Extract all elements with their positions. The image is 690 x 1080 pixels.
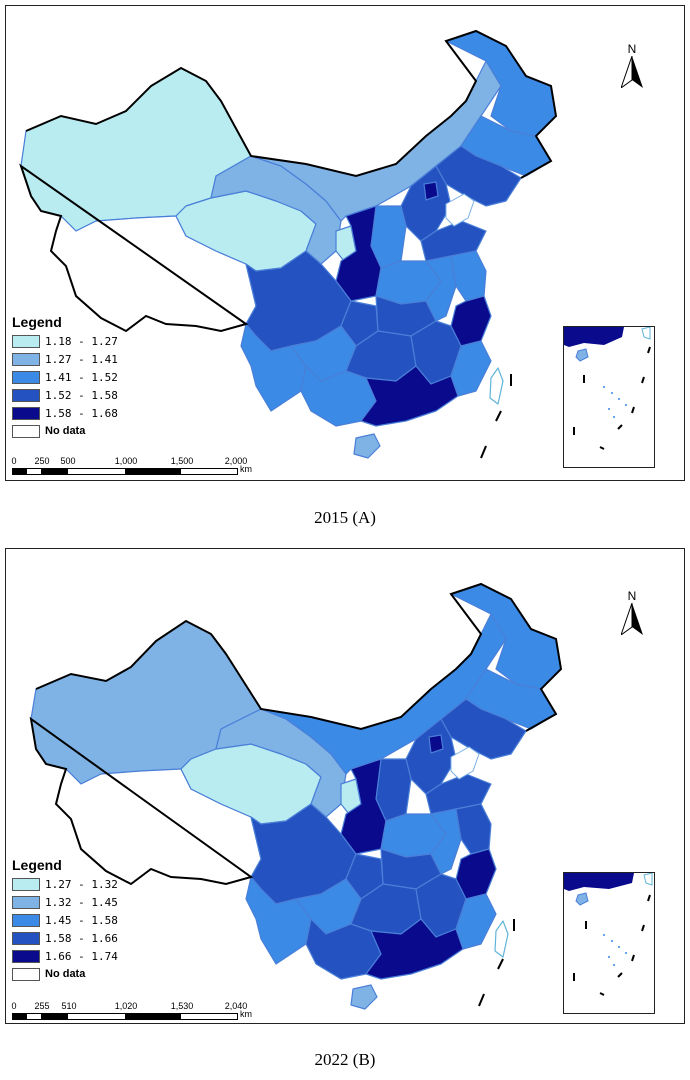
region-hainan xyxy=(353,433,381,459)
legend-label: 1.18 - 1.27 xyxy=(45,334,118,348)
scale-tick: 1,530 xyxy=(170,1001,194,1011)
north-arrow: N xyxy=(618,42,646,93)
region-hainan xyxy=(350,984,378,1010)
legend-swatch xyxy=(12,334,40,348)
legend-swatch xyxy=(12,877,40,891)
region-jiangsu xyxy=(455,803,492,855)
bohai-sea xyxy=(445,193,475,227)
legend-swatch xyxy=(12,895,40,909)
south-china-sea-inset xyxy=(563,326,655,468)
caption-2022: 2022 (B) xyxy=(314,1050,376,1069)
scale-tick: 510 xyxy=(61,1001,77,1011)
sea-boundary-dashes xyxy=(478,919,515,1007)
scale-tick: 2,000 xyxy=(224,456,248,466)
map-panel-2015: N Legend 1.18 xyxy=(5,5,685,481)
legend-label: No data xyxy=(45,968,86,980)
scale-bar-graphic xyxy=(12,1013,238,1020)
legend-item: 1.58 - 1.68 xyxy=(12,404,118,422)
legend-label: 1.27 - 1.41 xyxy=(45,352,118,366)
legend-2015: Legend 1.18 - 1.27 1.27 - 1.41 1.41 - 1.… xyxy=(12,314,118,440)
legend-swatch xyxy=(12,352,40,366)
north-arrow-icon xyxy=(620,55,643,90)
legend-swatch xyxy=(12,967,40,981)
choropleth-map-2022 xyxy=(29,582,563,1010)
legend-label: 1.58 - 1.68 xyxy=(45,406,118,420)
legend-item: 1.45 - 1.58 xyxy=(12,911,118,929)
region-taiwan xyxy=(489,367,504,405)
sea-boundary-dashes xyxy=(480,374,512,459)
legend-swatch xyxy=(12,388,40,402)
region-beijing xyxy=(428,734,444,754)
scale-bar-graphic xyxy=(12,468,238,475)
legend-swatch xyxy=(12,370,40,384)
region-taiwan xyxy=(494,920,509,958)
scale-tick: 255 xyxy=(34,1001,50,1011)
scale-tick: 250 xyxy=(34,456,50,466)
scale-tick: 0 xyxy=(11,1001,17,1011)
legend-label: 1.52 - 1.58 xyxy=(45,388,118,402)
legend-item: 1.18 - 1.27 xyxy=(12,332,118,350)
scale-bar-2022: 0 255 510 1,020 1,530 2,040 km xyxy=(11,1001,252,1020)
legend-item: 1.66 - 1.74 xyxy=(12,947,118,965)
region-jiangsu xyxy=(450,250,487,302)
north-arrow: N xyxy=(618,589,646,640)
legend-item-nodata: No data xyxy=(12,422,118,440)
national-border xyxy=(19,29,558,333)
national-border xyxy=(29,582,563,886)
north-arrow-icon xyxy=(620,602,643,637)
scale-tick: 1,500 xyxy=(170,456,194,466)
map-panel-2022: N Legend 1.27 xyxy=(5,548,685,1024)
north-label: N xyxy=(627,42,637,56)
legend-label: 1.45 - 1.58 xyxy=(45,913,118,927)
caption-2015: 2015 (A) xyxy=(314,508,376,527)
region-yunnan xyxy=(240,323,307,412)
region-yunnan xyxy=(245,876,312,965)
inset-map xyxy=(564,872,653,996)
legend-label: No data xyxy=(45,425,86,437)
region-guangdong xyxy=(360,365,459,427)
legend-2022: Legend 1.27 - 1.32 1.32 - 1.45 1.45 - 1.… xyxy=(12,857,118,983)
legend-label: 1.41 - 1.52 xyxy=(45,370,118,384)
scale-tick: 0 xyxy=(11,456,17,466)
legend-item: 1.27 - 1.32 xyxy=(12,875,118,893)
legend-title: Legend xyxy=(12,857,62,873)
scale-tick: 500 xyxy=(60,456,76,466)
legend-item: 1.41 - 1.52 xyxy=(12,368,118,386)
legend-item-nodata: No data xyxy=(12,965,118,983)
legend-title: Legend xyxy=(12,314,62,330)
legend-item: 1.52 - 1.58 xyxy=(12,386,118,404)
scale-tick: 1,000 xyxy=(114,456,138,466)
inset-map xyxy=(564,326,651,450)
legend-label: 1.66 - 1.74 xyxy=(45,949,118,963)
north-label: N xyxy=(627,589,637,603)
scale-tick: 2,040 xyxy=(224,1001,248,1011)
legend-item: 1.58 - 1.66 xyxy=(12,929,118,947)
legend-item: 1.27 - 1.41 xyxy=(12,350,118,368)
legend-swatch xyxy=(12,913,40,927)
region-beijing xyxy=(423,181,439,201)
legend-label: 1.58 - 1.66 xyxy=(45,931,118,945)
legend-swatch xyxy=(12,424,40,438)
scale-unit: km xyxy=(240,1009,252,1019)
region-guangdong xyxy=(365,918,464,980)
south-china-sea-inset xyxy=(563,872,655,1014)
scale-bar-2015: 0 250 500 1,000 1,500 2,000 km xyxy=(11,456,252,475)
legend-swatch xyxy=(12,931,40,945)
choropleth-map-2015 xyxy=(19,29,558,459)
legend-swatch xyxy=(12,406,40,420)
scale-tick: 1,020 xyxy=(114,1001,138,1011)
legend-label: 1.27 - 1.32 xyxy=(45,877,118,891)
scale-unit: km xyxy=(240,464,252,474)
legend-label: 1.32 - 1.45 xyxy=(45,895,118,909)
legend-swatch xyxy=(12,949,40,963)
bohai-sea xyxy=(450,746,480,780)
legend-item: 1.32 - 1.45 xyxy=(12,893,118,911)
